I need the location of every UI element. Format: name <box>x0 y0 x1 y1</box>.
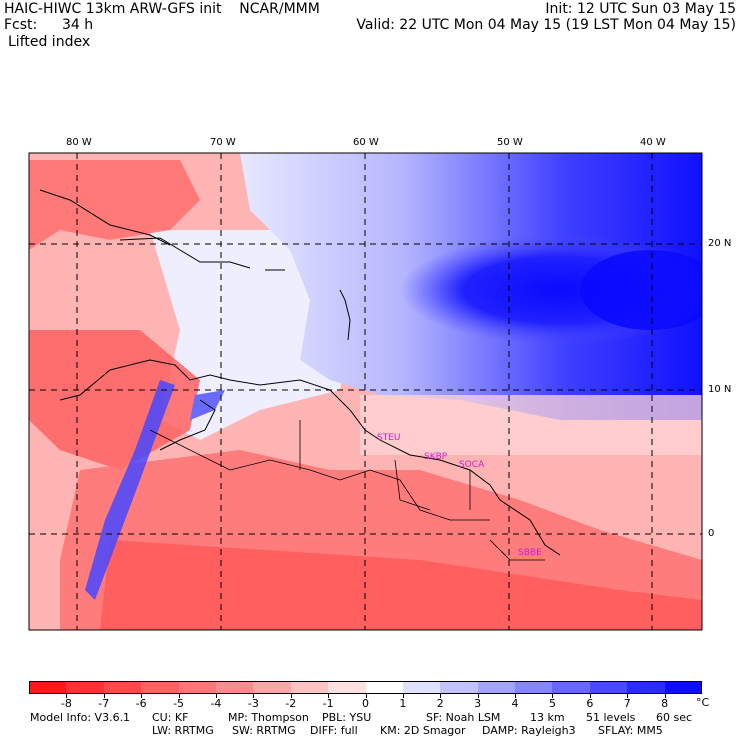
colorbar-swatch <box>664 681 703 694</box>
lon-label-60w: 60 W <box>353 137 379 148</box>
footer-pbl: PBL: YSU <box>322 711 372 724</box>
colorbar-tick <box>477 694 479 698</box>
colorbar-tick-label: 7 <box>623 697 631 710</box>
lon-label-80w: 80 W <box>66 137 92 148</box>
colorbar-swatch <box>29 681 67 694</box>
forecast-hour: 34 h <box>62 17 94 33</box>
footer-sf: SF: Noah LSM <box>426 711 501 724</box>
station-label-soca: SOCA <box>459 460 485 470</box>
footer-damp: DAMP: Rayleigh3 <box>482 724 576 737</box>
forecast-label: Fcst: <box>4 17 38 33</box>
colorbar-tick <box>515 694 517 698</box>
colorbar-tick-label: -3 <box>247 697 259 710</box>
colorbar-tick-label: -2 <box>285 697 297 710</box>
colorbar-swatch <box>290 681 329 694</box>
lat-label-10n: 10 N <box>708 384 732 395</box>
colorbar-tick <box>103 694 105 698</box>
colorbar-tick-label: -8 <box>60 697 72 710</box>
colorbar-tick-label: 5 <box>548 697 556 710</box>
colorbar-swatch <box>515 681 553 694</box>
lon-label-50w: 50 W <box>497 137 523 148</box>
colorbar-swatch <box>215 681 254 694</box>
colorbar-tick-label: 8 <box>661 697 669 710</box>
colorbar-tick <box>664 694 666 698</box>
colorbar-tick-label: -5 <box>173 697 185 710</box>
colorbar-tick <box>141 694 143 698</box>
footer-sflay: SFLAY: MM5 <box>598 724 663 737</box>
valid-time: Valid: 22 UTC Mon 04 May 15 (19 LST Mon … <box>356 17 736 33</box>
station-label-sbbe: SBBE <box>518 548 542 558</box>
colorbar-tick-label: 0 <box>362 697 369 710</box>
colorbar-tick <box>66 694 68 698</box>
colorbar-tick-label: -6 <box>135 697 147 710</box>
footer-model-info: Model Info: V3.6.1 <box>30 711 131 724</box>
colorbar-tick-label: -1 <box>322 697 334 710</box>
colorbar-frame <box>29 681 702 694</box>
footer-timestep: 60 sec <box>656 711 693 724</box>
colorbar-tick <box>328 694 330 698</box>
station-label-skbp: SKBP <box>424 452 448 462</box>
footer-lw: LW: RRTMG <box>152 724 214 737</box>
colorbar-tick-label: 6 <box>586 697 594 710</box>
colorbar-swatch <box>440 681 479 694</box>
colorbar-tick <box>589 694 591 698</box>
footer-resolution: 13 km <box>530 711 565 724</box>
colorbar-unit: °C <box>696 696 710 709</box>
colorbar-swatch <box>589 681 628 694</box>
footer-km: KM: 2D Smagor <box>380 724 466 737</box>
colorbar-swatch <box>477 681 516 694</box>
station-label-steu: STEU <box>377 433 401 443</box>
colorbar-tick <box>402 694 404 698</box>
colorbar-tick <box>253 694 255 698</box>
colorbar-tick <box>365 694 367 698</box>
field-name: Lifted index <box>8 34 91 50</box>
colorbar-tick <box>290 694 292 698</box>
colorbar-swatch <box>253 681 292 694</box>
colorbar-tick-label: 4 <box>511 697 519 710</box>
footer-levels: 51 levels <box>586 711 636 724</box>
colorbar-tick <box>627 694 629 698</box>
colorbar-tick <box>552 694 554 698</box>
colorbar-tick-label: 3 <box>474 697 482 710</box>
lon-label-40w: 40 W <box>640 137 666 148</box>
colorbar-tick-label: -4 <box>210 697 222 710</box>
colorbar-swatch <box>178 681 217 694</box>
footer-sw: SW: RRTMG <box>232 724 296 737</box>
colorbar-tick-label: 1 <box>399 697 407 710</box>
colorbar-tick <box>440 694 442 698</box>
lon-label-70w: 70 W <box>210 137 236 148</box>
colorbar-swatch <box>328 681 366 694</box>
colorbar-tick <box>178 694 180 698</box>
colorbar-swatch <box>627 681 666 694</box>
footer-mp: MP: Thompson <box>228 711 309 724</box>
footer-cu: CU: KF <box>152 711 189 724</box>
colorbar-tick <box>215 694 217 698</box>
colorbar-tick-label: -7 <box>98 697 110 710</box>
model-title: HAIC-HIWC 13km ARW-GFS init NCAR/MMM <box>4 1 320 17</box>
init-time: Init: 12 UTC Sun 03 May 15 <box>545 1 736 17</box>
colorbar-swatch <box>103 681 142 694</box>
colorbar-swatch <box>552 681 591 694</box>
colorbar-swatch <box>66 681 105 694</box>
lat-label-0: 0 <box>708 528 715 539</box>
lat-label-20n: 20 N <box>708 238 732 249</box>
colorbar-swatch <box>365 681 404 694</box>
colorbar-swatch <box>402 681 441 694</box>
colorbar-tick-label: 2 <box>436 697 444 710</box>
footer-diff: DIFF: full <box>310 724 358 737</box>
colorbar-swatch <box>141 681 180 694</box>
